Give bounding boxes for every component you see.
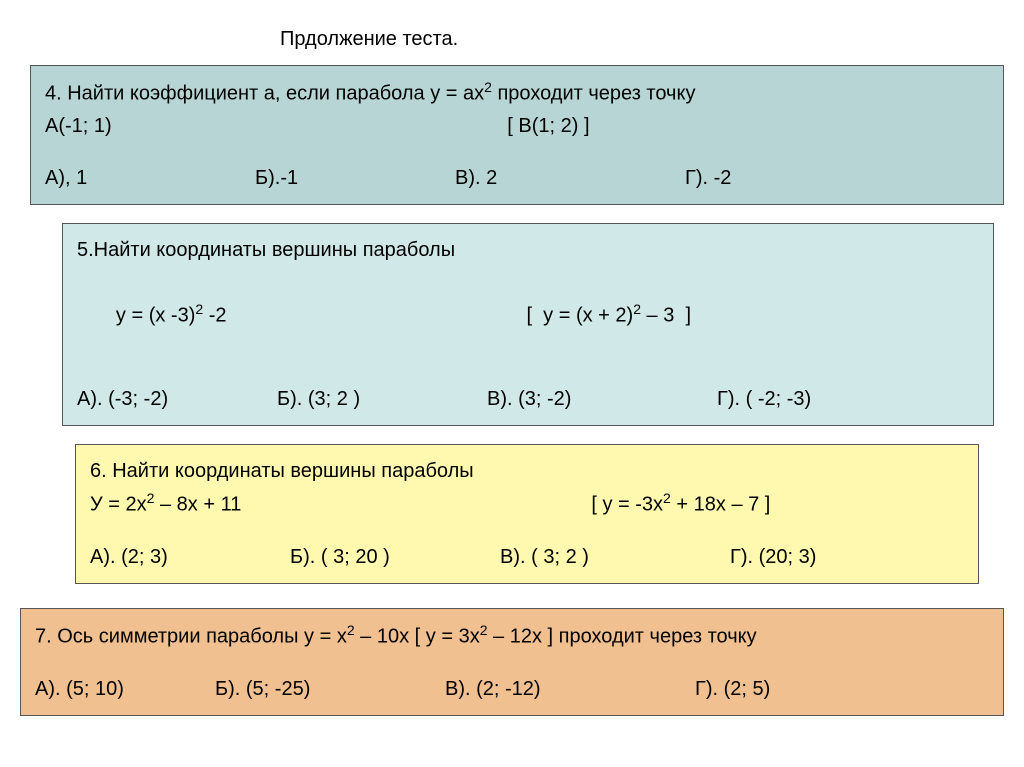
q4-prompt: 4. Найти коэффициент а, если парабола у …	[45, 76, 989, 110]
q5-option-a: А). (-3; -2)	[77, 383, 277, 415]
q5-eq-right-a: [ у = (х + 2)	[527, 304, 634, 326]
q6-eq-right-sup: 2	[663, 490, 671, 506]
q4-option-a: А), 1	[45, 162, 255, 194]
q7-option-v: В). (2; -12)	[445, 673, 695, 705]
q6-equations: У = 2х 2 – 8х + 11 [ у = -3х2 + 18х – 7 ]	[90, 487, 964, 521]
q5-eq-right: [ у = (х + 2)2 – 3 ]	[527, 298, 692, 332]
q4-option-b: Б).-1	[255, 162, 455, 194]
q5-eq-right-sup: 2	[633, 301, 641, 317]
q6-option-v: В). ( 3; 2 )	[500, 541, 730, 573]
question-6: 6. Найти координаты вершины параболы У =…	[75, 444, 979, 584]
q4-prompt-text-b: проходит через точку	[492, 83, 696, 105]
q7-prompt: 7. Ось симметрии параболы у = х2 – 10х […	[35, 619, 989, 653]
q4-sup: 2	[484, 79, 492, 95]
q6-option-a: А). (2; 3)	[90, 541, 290, 573]
q4-prompt-text-a: 4. Найти коэффициент а, если парабола у …	[45, 83, 484, 105]
q7-option-a: А). (5; 10)	[35, 673, 215, 705]
q4-options: А), 1 Б).-1 В). 2 Г). -2	[45, 162, 989, 194]
question-5: 5.Найти координаты вершины параболы у = …	[62, 223, 994, 427]
q7-options: А). (5; 10) Б). (5; -25) В). (2; -12) Г)…	[35, 673, 989, 705]
q5-eq-left-a: у = (х -3)	[99, 304, 195, 326]
q6-prompt: 6. Найти координаты вершины параболы	[90, 455, 964, 487]
q7-option-b: Б). (5; -25)	[215, 673, 445, 705]
q4-option-v: В). 2	[455, 162, 685, 194]
q5-equations: у = (х -3)2 -2[ у = (х + 2)2 – 3 ]	[77, 266, 979, 364]
q5-options: А). (-3; -2) Б). (3; 2 ) В). (3; -2) Г).…	[77, 383, 979, 415]
q7-prompt-c: – 12х ] проходит через точку	[488, 626, 757, 648]
q5-eq-left-sup: 2	[195, 301, 203, 317]
q4-prompt-line2: А(-1; 1) [ В(1; 2) ]	[45, 110, 989, 142]
q4-line2-b: [ В(1; 2) ]	[507, 110, 589, 142]
q6-eq-right-b: + 18х – 7 ]	[671, 494, 771, 516]
q4-option-g: Г). -2	[685, 162, 731, 194]
q5-option-g: Г). ( -2; -3)	[717, 383, 811, 415]
q6-eq-left-b: – 8х + 11	[154, 494, 241, 516]
q5-prompt: 5.Найти координаты вершины параболы	[77, 234, 979, 266]
q7-prompt-b: – 10х [ у = 3х	[355, 626, 480, 648]
q7-sup1: 2	[347, 622, 355, 638]
q5-option-v: В). (3; -2)	[487, 383, 717, 415]
page-title: Прдолжение теста.	[280, 0, 1024, 61]
q5-eq-right-b: – 3 ]	[641, 304, 691, 326]
q7-prompt-a: 7. Ось симметрии параболы у = х	[35, 626, 347, 648]
q6-eq-right-a: [ у = -3х	[591, 494, 663, 516]
q6-eq-left-a: У = 2х	[90, 494, 147, 516]
q4-line2-a: А(-1; 1)	[45, 115, 112, 137]
q6-eq-right: [ у = -3х2 + 18х – 7 ]	[591, 487, 770, 521]
q5-eq-left-b: -2	[203, 304, 226, 326]
q6-options: А). (2; 3) Б). ( 3; 20 ) В). ( 3; 2 ) Г)…	[90, 541, 964, 573]
question-7: 7. Ось симметрии параболы у = х2 – 10х […	[20, 608, 1004, 716]
q7-option-g: Г). (2; 5)	[695, 673, 770, 705]
q5-option-b: Б). (3; 2 )	[277, 383, 487, 415]
question-4: 4. Найти коэффициент а, если парабола у …	[30, 65, 1004, 205]
q6-option-b: Б). ( 3; 20 )	[290, 541, 500, 573]
q7-sup2: 2	[480, 622, 488, 638]
q6-option-g: Г). (20; 3)	[730, 541, 816, 573]
